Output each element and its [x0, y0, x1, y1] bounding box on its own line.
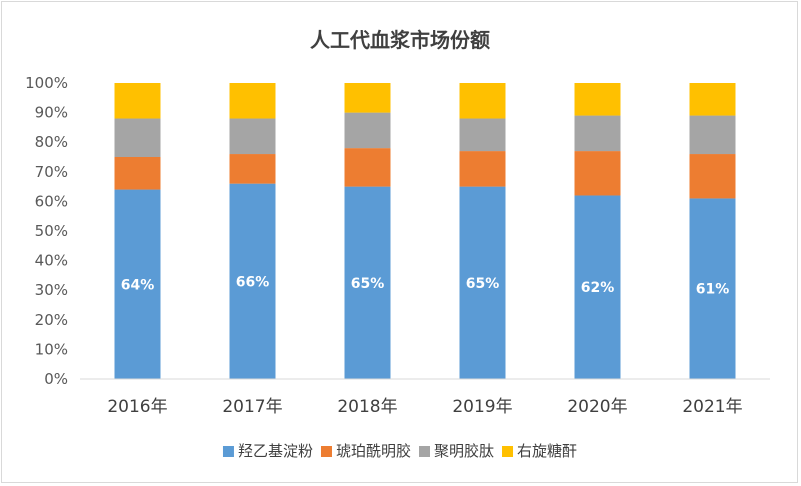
- bar-segment: [344, 148, 391, 187]
- y-tick-label: 40%: [35, 252, 68, 270]
- x-tick-label: 2021年: [682, 397, 742, 417]
- y-tick-label: 100%: [25, 74, 68, 92]
- legend-swatch: [419, 446, 430, 457]
- bar-segment: [574, 83, 621, 116]
- data-label: 62%: [581, 280, 615, 296]
- y-tick-label: 70%: [35, 163, 68, 181]
- bar-segment: [689, 154, 736, 199]
- legend-label: 聚明胶肽: [434, 442, 494, 460]
- bar-segment: [344, 112, 391, 149]
- legend-swatch: [222, 446, 234, 457]
- bar-segment: [344, 83, 391, 113]
- bar-segment: [344, 186, 391, 379]
- legend-swatch: [502, 446, 514, 457]
- y-tick-label: 50%: [35, 222, 68, 240]
- chart-title: 人工代血浆市场份额: [310, 28, 490, 52]
- legend-label: 右旋糖酐: [517, 442, 577, 460]
- legend-item: 右旋糖酐: [502, 442, 577, 460]
- bar-segment: [229, 183, 276, 379]
- y-axis: 0% 10% 20% 30% 40% 50% 60% 70% 80% 90% 100%: [25, 74, 68, 388]
- legend-label: 琥珀酰明胶: [336, 442, 411, 460]
- data-label: 65%: [351, 276, 385, 292]
- x-tick-label: 2016年: [107, 397, 167, 417]
- bar-segment: [114, 118, 161, 157]
- y-tick-label: 90%: [35, 104, 68, 122]
- bar-segment: [574, 115, 621, 152]
- bar-segment: [574, 195, 621, 379]
- y-tick-label: 10%: [35, 340, 68, 358]
- bar-segment: [689, 198, 736, 379]
- bar-segment: [459, 83, 506, 119]
- y-tick-label: 20%: [35, 311, 68, 329]
- bar-segment: [459, 151, 506, 187]
- legend-item: 聚明胶肽: [419, 442, 494, 460]
- x-axis: 2016年 2017年 2018年 2019年 2020年 2021年: [107, 397, 742, 417]
- bar-segment: [229, 154, 276, 184]
- y-tick-label: 30%: [35, 281, 68, 299]
- y-tick-label: 80%: [35, 133, 68, 151]
- bar-segment: [114, 83, 161, 119]
- bar-segment: [689, 115, 736, 155]
- bar-segment: [229, 118, 276, 155]
- x-tick-label: 2019年: [452, 397, 512, 417]
- data-label: 61%: [696, 282, 730, 298]
- bar-segment: [574, 151, 621, 196]
- y-tick-label: 60%: [35, 192, 68, 210]
- x-tick-label: 2017年: [222, 397, 282, 417]
- bar-segment: [459, 186, 506, 379]
- bar-segment: [114, 157, 161, 190]
- data-label: 64%: [121, 277, 155, 293]
- x-tick-label: 2020年: [567, 397, 627, 417]
- legend-swatch: [320, 446, 332, 457]
- plot-area: 64% 66% 65% 65% 62% 61%: [114, 83, 736, 379]
- bar-segment: [229, 83, 276, 119]
- x-tick-label: 2018年: [337, 397, 397, 417]
- bar-segment: [459, 118, 506, 152]
- legend-item: 羟乙基淀粉: [222, 442, 313, 460]
- bar-segment: [689, 83, 736, 116]
- data-label: 66%: [236, 274, 270, 290]
- bar-segment: [114, 189, 161, 379]
- y-tick-label: 0%: [44, 370, 68, 388]
- legend-item: 琥珀酰明胶: [320, 442, 411, 460]
- data-label: 65%: [466, 276, 500, 292]
- legend-label: 羟乙基淀粉: [238, 442, 313, 460]
- legend: 羟乙基淀粉 琥珀酰明胶 聚明胶肽 右旋糖酐: [222, 442, 577, 460]
